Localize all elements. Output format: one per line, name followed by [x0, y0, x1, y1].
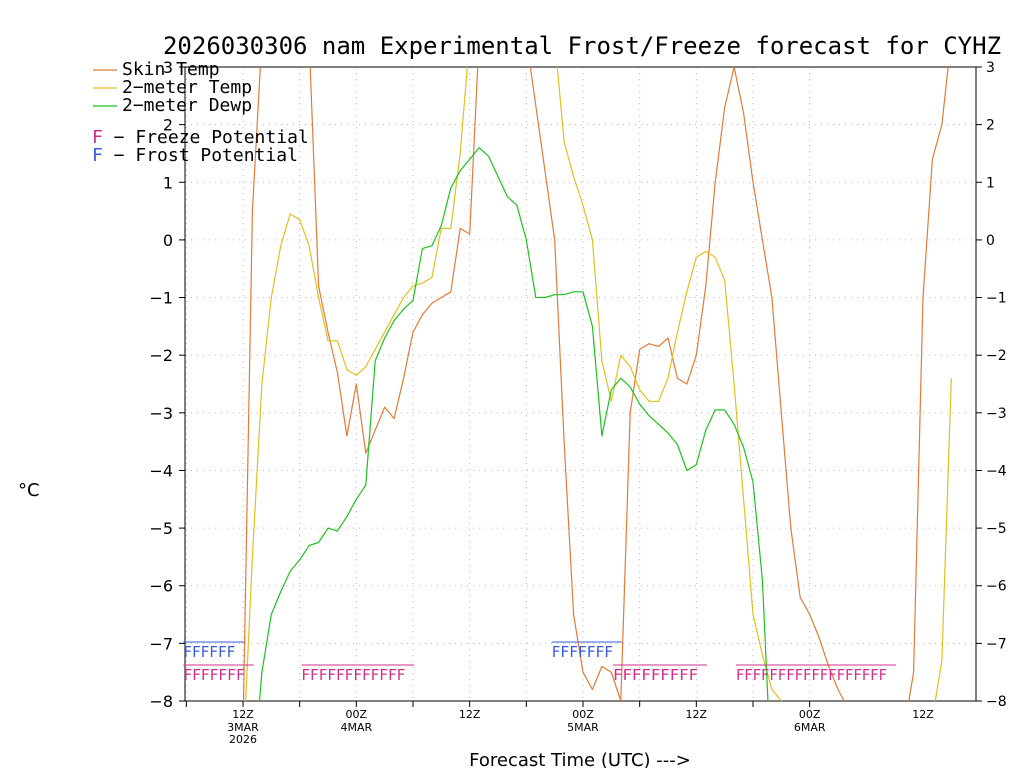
x-tick-label: 00Z [346, 708, 368, 721]
freeze-potential-legend: F − Freeze Potential [92, 127, 309, 148]
x-tick-sublabel: 2026 [229, 733, 257, 746]
series-line-2-meter-dewp [258, 147, 769, 701]
freeze_potential-flags: FFFFFFF [183, 666, 244, 684]
legend-label: Skin Temp [122, 59, 220, 80]
y-tick-label-right: −7 [986, 636, 1007, 652]
y-axis-label: °C [18, 480, 40, 501]
y-tick-label-right: 2 [986, 118, 995, 134]
y-tick-label-right: −8 [986, 694, 1007, 710]
frost_potential-flags: FFFFFFF [552, 643, 613, 661]
x-tick-label: 12Z [686, 708, 708, 721]
frost_potential-flags: FFFFFF [183, 643, 235, 661]
x-axis-label: Forecast Time (UTC) ---> [469, 750, 691, 768]
x-tick-label: 12Z [912, 708, 934, 721]
y-tick-label: 1 [163, 173, 173, 192]
y-tick-label: −1 [149, 289, 173, 308]
frost-freeze-flags: FFFFFF FFFFFFFFFFFFFF FFFFFFFFFFFF FFFFFFFF… [183, 641, 896, 684]
x-tick-sublabel: 3MAR [227, 721, 259, 734]
freeze_potential-flags: FFFFFFFFFFFF [301, 666, 405, 684]
series-lines [242, 67, 952, 701]
y-tick-label: −6 [149, 577, 173, 596]
y-tick-label: −7 [149, 634, 173, 653]
y-tick-label-right: 3 [986, 60, 995, 76]
y-tick-label-right: 0 [986, 233, 995, 249]
x-tick-sublabel: 5MAR [567, 721, 599, 734]
chart-title: 2026030306 nam Experimental Frost/Freeze… [163, 32, 1001, 60]
series-line-2-meter-temp [245, 67, 952, 701]
y-tick-label: −3 [149, 404, 173, 423]
x-tick-label: 00Z [572, 708, 594, 721]
x-tick-sublabel: 4MAR [340, 721, 372, 734]
x-tick-sublabel: 6MAR [794, 721, 826, 734]
legend-label: 2−meter Temp [122, 77, 252, 98]
series-line-skin-temp [242, 67, 949, 701]
x-tick-label: 12Z [459, 708, 481, 721]
x-tick-label: 12Z [232, 708, 254, 721]
y-tick-label-right: 1 [986, 175, 995, 191]
legend-label: 2−meter Dewp [122, 95, 252, 116]
y-tick-label: −2 [149, 346, 173, 365]
y-tick-label-right: −2 [986, 348, 1007, 364]
freeze_potential-flags: FFFFFFFFF [613, 666, 698, 684]
y-tick-label-right: −5 [986, 521, 1007, 537]
y-tick-label-right: −4 [986, 463, 1007, 479]
y-tick-label: 0 [163, 231, 173, 250]
y-tick-label-right: −1 [986, 291, 1007, 307]
y-tick-label: −8 [149, 692, 173, 711]
freeze_potential-flags: FFFFFFFFFFFFFFFFFF [736, 666, 887, 684]
y-tick-label: −5 [149, 519, 173, 538]
y-tick-label-right: −3 [986, 406, 1007, 422]
frost-potential-legend: F − Frost Potential [92, 145, 298, 166]
y-tick-label: 3 [163, 58, 173, 77]
y-axis: −8 −8 −7 −7 −6 −6 −5 −5 −4 −4 −3 −3 −2 −2 −1 −1 0 0 1 1 2 2 3 3 [149, 58, 1006, 711]
y-tick-label-right: −6 [986, 579, 1007, 595]
y-tick-label: 2 [163, 116, 173, 135]
x-tick-label: 00Z [799, 708, 821, 721]
y-tick-label: −4 [149, 461, 173, 480]
plot-frame [184, 66, 977, 702]
grid [185, 67, 976, 701]
